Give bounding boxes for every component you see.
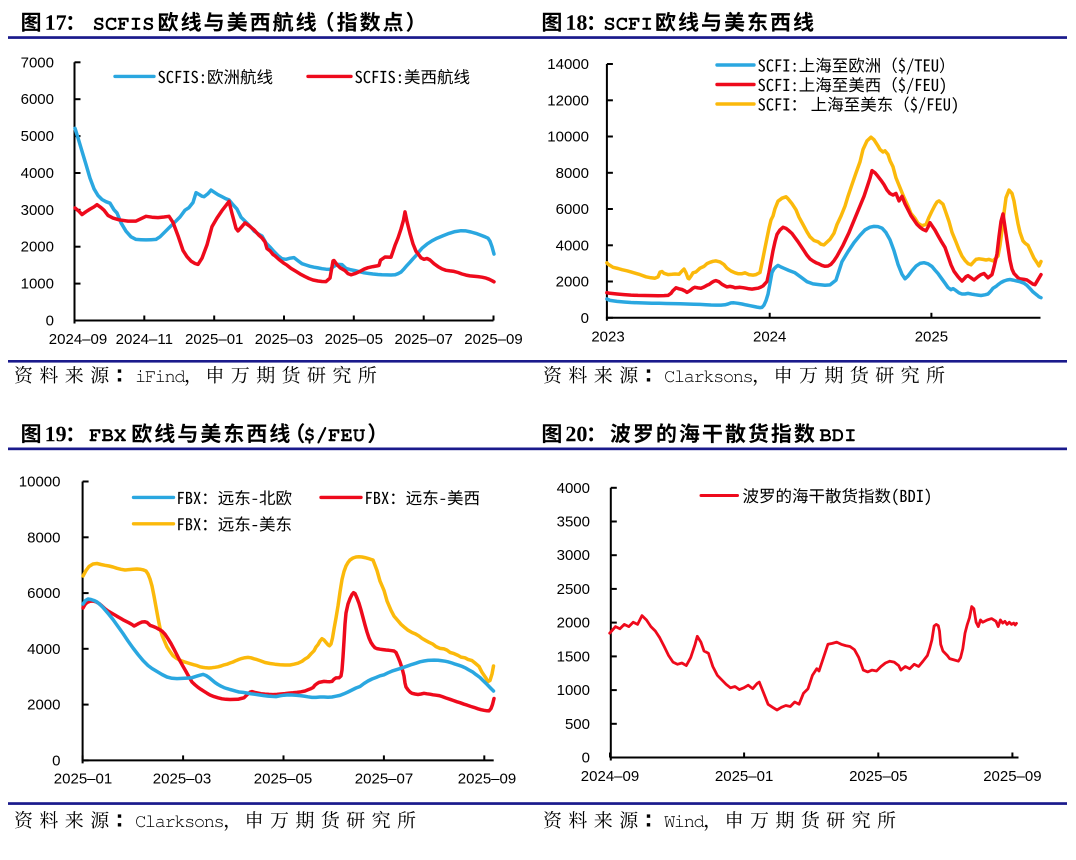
svg-text:2000: 2000	[556, 274, 589, 291]
svg-text:2025–07: 2025–07	[355, 770, 413, 787]
svg-text:1500: 1500	[557, 648, 590, 665]
svg-text:6000: 6000	[27, 585, 60, 602]
svg-text:2025–03: 2025–03	[153, 770, 211, 787]
svg-text:2000: 2000	[557, 615, 590, 632]
svg-text:500: 500	[565, 716, 590, 733]
svg-text:2025–07: 2025–07	[394, 331, 452, 348]
svg-text:2025–09: 2025–09	[458, 770, 516, 787]
svg-text:2024–09: 2024–09	[581, 768, 639, 785]
svg-text:2025–03: 2025–03	[255, 331, 313, 348]
svg-text:10000: 10000	[547, 129, 589, 146]
svg-text:4000: 4000	[557, 480, 590, 497]
svg-text:4000: 4000	[556, 237, 589, 254]
svg-text:2024–09: 2024–09	[49, 331, 107, 348]
svg-text:2025–05: 2025–05	[849, 768, 907, 785]
svg-text:1000: 1000	[557, 682, 590, 699]
svg-text:2025–05: 2025–05	[325, 331, 383, 348]
svg-text:3000: 3000	[557, 547, 590, 564]
svg-text:5000: 5000	[21, 128, 54, 145]
svg-text:0: 0	[52, 752, 60, 769]
svg-text:0: 0	[46, 313, 54, 330]
svg-text:2000: 2000	[21, 239, 54, 256]
svg-text:4000: 4000	[27, 641, 60, 658]
svg-text:2025–05: 2025–05	[254, 770, 312, 787]
svg-text:0: 0	[582, 750, 590, 767]
svg-text:2500: 2500	[557, 581, 590, 598]
svg-text:2025–09: 2025–09	[983, 768, 1041, 785]
svg-text:2023: 2023	[591, 329, 624, 346]
svg-text:2025–01: 2025–01	[54, 770, 112, 787]
svg-text:6000: 6000	[21, 91, 54, 108]
svg-text:2024–11: 2024–11	[116, 331, 173, 348]
svg-text:3000: 3000	[21, 202, 54, 219]
svg-text:1000: 1000	[21, 276, 54, 293]
svg-text:8000: 8000	[556, 165, 589, 182]
svg-text:3500: 3500	[557, 514, 590, 531]
svg-text:12000: 12000	[547, 92, 589, 109]
svg-text:0: 0	[581, 310, 589, 327]
svg-text:4000: 4000	[21, 165, 54, 182]
svg-text:2000: 2000	[27, 697, 60, 714]
svg-text:2025–09: 2025–09	[464, 331, 522, 348]
svg-text:14000: 14000	[547, 56, 589, 73]
svg-text:2025–01: 2025–01	[715, 768, 773, 785]
svg-text:2025: 2025	[915, 329, 948, 346]
svg-text:7000: 7000	[21, 54, 54, 71]
svg-text:6000: 6000	[556, 201, 589, 218]
svg-text:2024: 2024	[753, 329, 786, 346]
svg-text:2025–01: 2025–01	[185, 331, 243, 348]
svg-text:10000: 10000	[19, 474, 61, 491]
svg-text:8000: 8000	[27, 529, 60, 546]
